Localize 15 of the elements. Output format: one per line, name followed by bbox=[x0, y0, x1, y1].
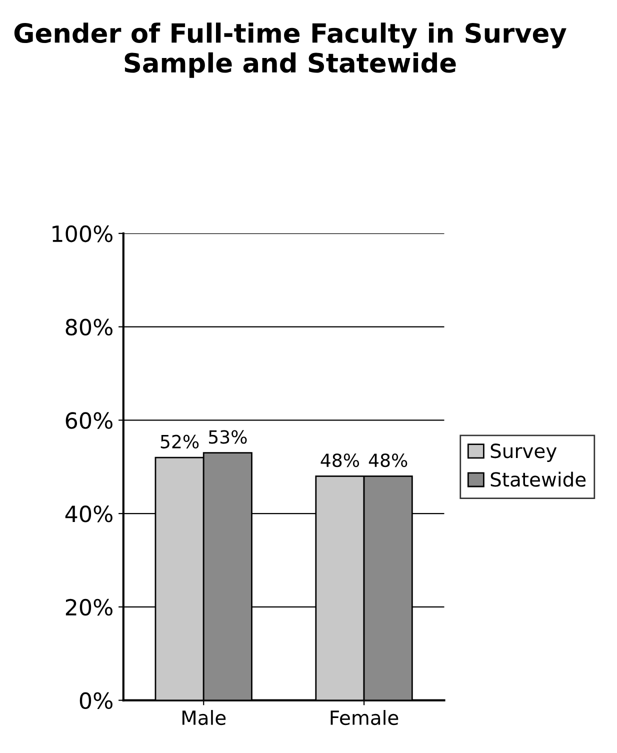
y-tick-label: 20% bbox=[66, 598, 112, 616]
legend-label: Statewide bbox=[490, 472, 586, 487]
y-tick-label: 60% bbox=[66, 412, 112, 429]
data-label: 48% bbox=[320, 453, 360, 468]
chart-title: Gender of Full-time Faculty in Survey Sample and Statewide bbox=[14, 22, 566, 78]
x-tick-label: Female bbox=[330, 710, 398, 726]
y-tick-label: 40% bbox=[65, 505, 112, 522]
y-tick-label: 80% bbox=[66, 318, 112, 336]
y-tick-label: 0% bbox=[80, 692, 112, 710]
legend-label: Survey bbox=[490, 444, 557, 462]
data-label: 48% bbox=[368, 453, 408, 468]
data-label: 53% bbox=[209, 430, 247, 444]
data-label: 52% bbox=[160, 434, 199, 448]
x-tick-label: Male bbox=[182, 710, 226, 726]
y-tick-label: 100% bbox=[52, 225, 112, 242]
